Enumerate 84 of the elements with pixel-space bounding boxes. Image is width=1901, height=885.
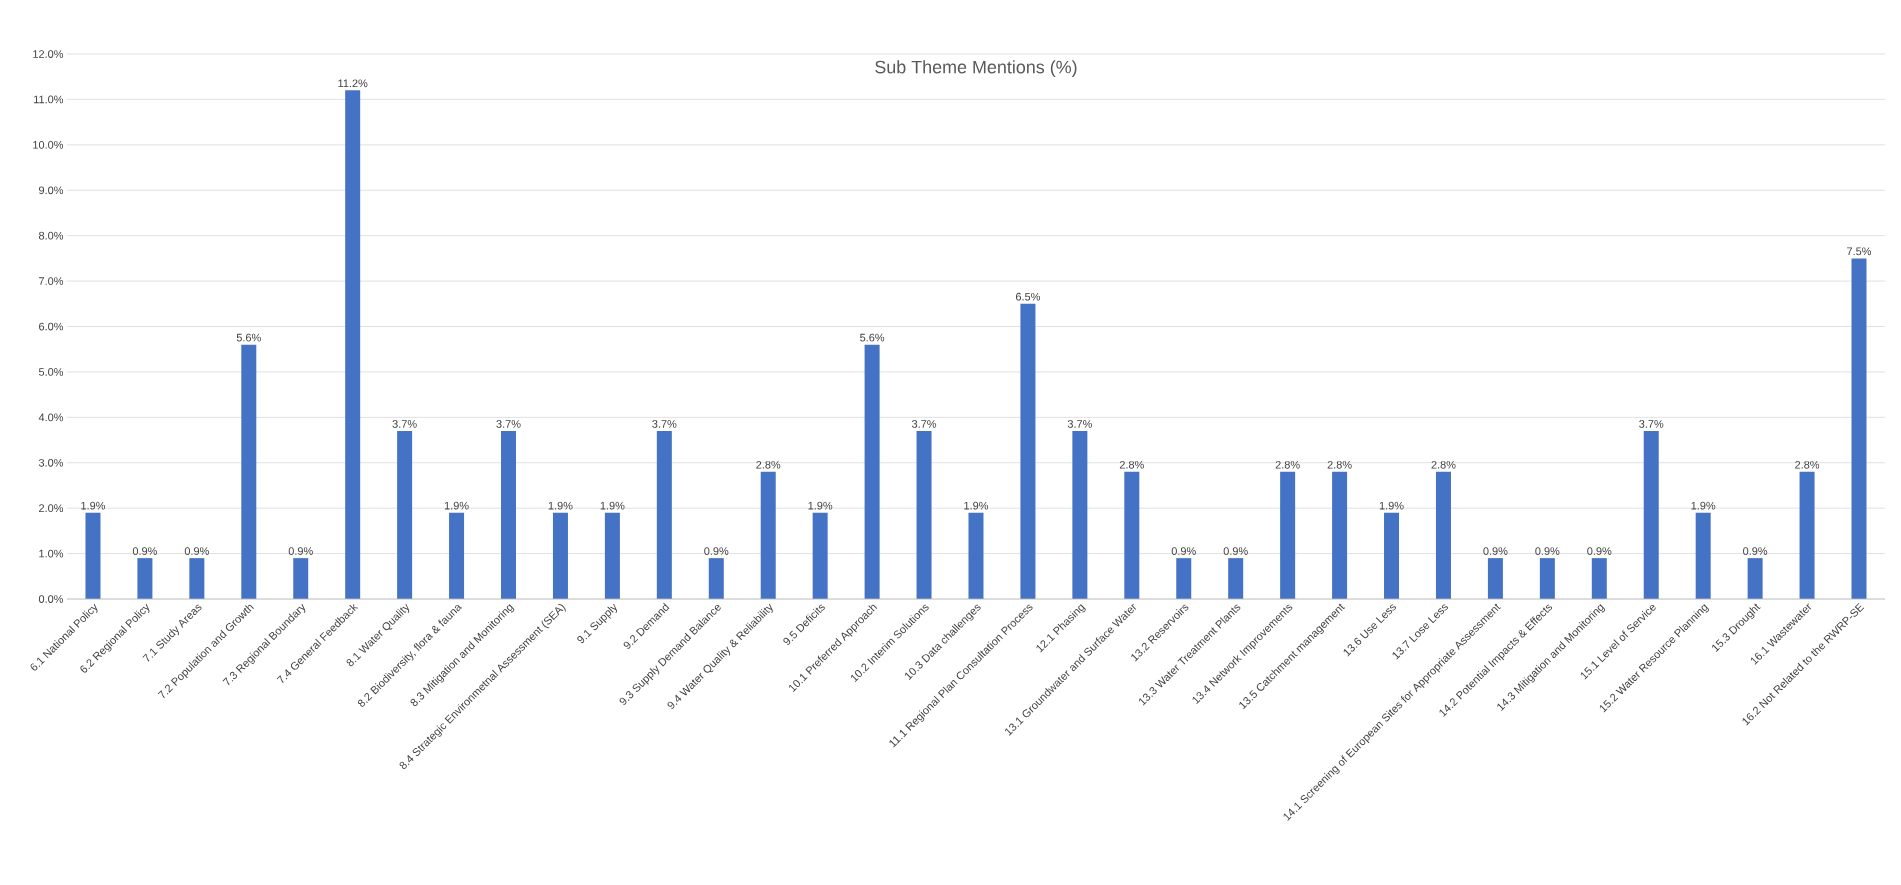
chart-title: Sub Theme Mentions (%) [875,60,1077,77]
bar [1176,558,1192,599]
data-label: 1.9% [600,501,625,510]
y-tick-label: 5.0% [38,368,64,376]
bar [1591,558,1607,599]
data-label: 0.9% [1223,547,1248,555]
data-label: 2.8% [1431,460,1456,469]
bar [189,558,205,599]
bar [708,558,724,599]
data-label: 1.9% [1691,501,1716,510]
data-label: 2.8% [756,460,781,469]
bar [656,430,672,599]
bar [449,512,465,599]
y-tick-label: 9.0% [39,186,64,195]
data-label: 3.7% [1067,420,1092,428]
y-tick-label: 3.0% [38,458,64,467]
bar [1332,471,1348,599]
bar [293,558,309,599]
data-label: 1.9% [444,501,469,510]
y-tick-label: 10.0% [33,140,64,149]
y-tick-label: 12.0% [33,50,64,58]
data-label: 2.8% [1327,460,1352,469]
data-label: 3.7% [496,420,521,428]
data-label: 0.9% [132,547,157,555]
data-label: 3.7% [392,420,417,428]
data-label: 0.9% [288,547,313,555]
bar [1799,471,1815,599]
data-label: 1.9% [548,501,573,510]
bar [501,430,517,599]
data-label: 2.8% [1275,460,1300,469]
data-label: 7.5% [1847,247,1872,256]
bar [552,512,568,599]
bar [604,512,620,599]
y-tick-label: 0.0% [38,595,64,603]
data-label: 1.9% [81,501,106,510]
y-tick-label: 2.0% [39,504,64,513]
bar [397,430,413,599]
bar [1747,558,1763,599]
data-label: 0.9% [1743,547,1768,555]
bar [812,512,828,599]
y-tick-label: 4.0% [38,413,64,422]
data-label: 6.5% [1016,292,1041,301]
bar [1124,471,1140,599]
bar [1228,558,1244,599]
data-label: 0.9% [1535,547,1560,555]
data-label: 1.9% [964,501,989,510]
y-tick-label: 1.0% [39,549,64,558]
data-label: 0.9% [184,547,209,555]
bar [1072,430,1088,599]
bar [1539,558,1555,599]
data-label: 0.9% [704,547,729,555]
bar [85,512,101,599]
bar [1384,512,1400,599]
bar [241,344,257,599]
data-label: 1.9% [808,501,833,510]
data-label: 3.7% [911,420,937,428]
y-tick-label: 6.0% [39,322,64,331]
bar [864,344,880,599]
bar [1280,471,1296,599]
y-tick-label: 11.0% [34,95,64,104]
y-tick-label: 8.0% [38,231,64,240]
bar [1643,430,1659,599]
bar [760,471,776,599]
bar [1020,303,1036,599]
bar [345,90,361,599]
data-label: 0.9% [1171,547,1196,555]
data-label: 11.2% [338,79,368,88]
bar [1487,558,1503,599]
data-label: 3.7% [1639,420,1664,428]
data-label: 0.9% [1483,547,1508,555]
data-label: 0.9% [1587,547,1612,555]
data-label: 2.8% [1795,460,1820,469]
bar [968,512,984,599]
data-label: 3.7% [652,420,677,428]
data-label: 2.8% [1119,460,1144,469]
bar [1851,258,1867,599]
data-label: 5.6% [236,333,261,342]
bar [916,430,932,599]
data-label: 1.9% [1379,501,1404,510]
bar [1435,471,1451,599]
bar [1695,512,1711,599]
data-label: 5.6% [860,333,885,342]
bar [137,558,153,599]
y-tick-label: 7.0% [39,277,64,285]
